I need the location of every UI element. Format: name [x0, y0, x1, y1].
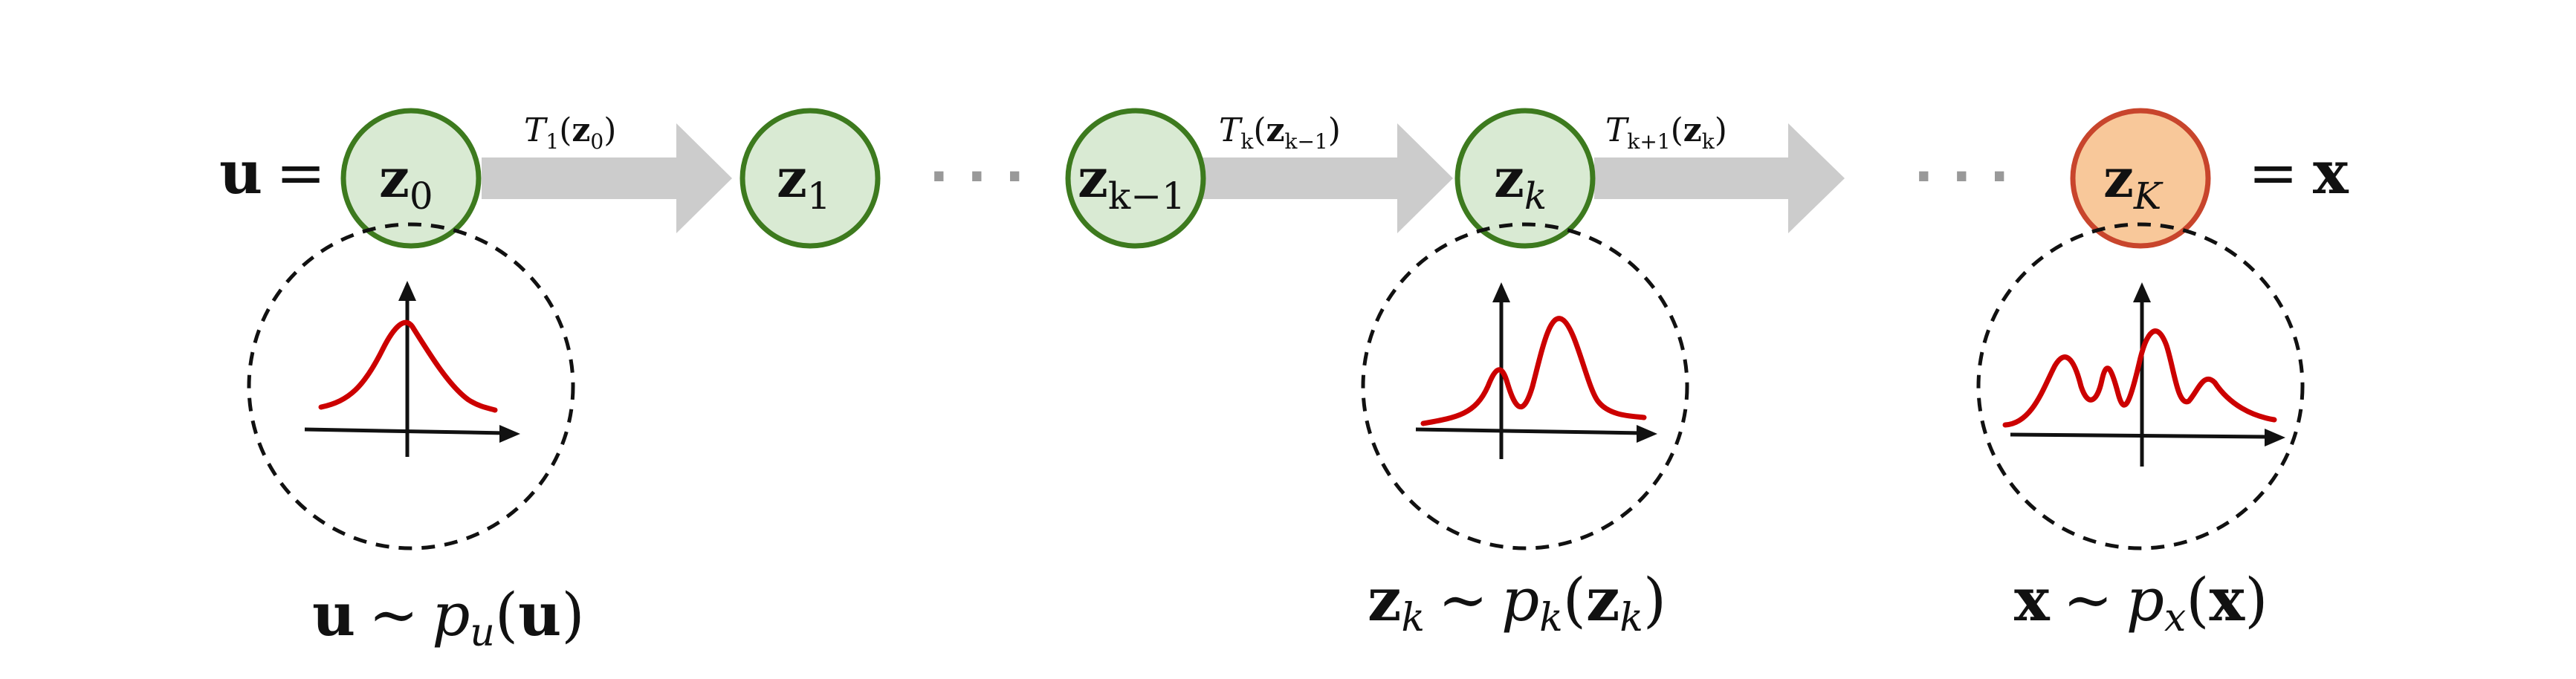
node-zk: zk: [1454, 108, 1596, 249]
distribution-label-x: x ∼ px(x): [2014, 565, 2268, 640]
axes-x: [2010, 282, 2285, 467]
transform-label-t1: T1(z0): [524, 111, 616, 154]
ellipsis-2: · · ·: [1914, 146, 2010, 207]
axes-zk: [1415, 282, 1657, 459]
node-circle-final: [2070, 108, 2211, 249]
transform-label-tk1: Tk+1(zk): [1605, 111, 1727, 154]
arrow-tk: [1203, 123, 1453, 233]
distribution-label-zk: zk ∼ pk(zk): [1368, 565, 1666, 640]
density-circle-zk: [1361, 222, 1689, 550]
node-zk-minus-1: zk−1: [1065, 108, 1206, 249]
node-label: z0: [379, 146, 433, 218]
node-circle: [1454, 108, 1596, 249]
node-label: z1: [777, 146, 831, 218]
node-circle: [340, 108, 482, 249]
arrow-t1: [482, 123, 732, 233]
density-circle-x: [1976, 222, 2305, 550]
left-equation: u =: [219, 137, 326, 207]
node-circle: [1065, 108, 1206, 249]
ellipsis-1: · · ·: [929, 146, 1025, 207]
node-label: zk−1: [1078, 146, 1185, 218]
node-z0: z0: [340, 108, 482, 249]
arrow-tk1: [1594, 123, 1845, 233]
transform-label-tk: Tk(zk−1): [1219, 111, 1341, 154]
density-circle-u: [247, 222, 575, 550]
density-curve-x: [2002, 328, 2277, 428]
density-curve-zk: [1420, 316, 1647, 426]
node-circle: [740, 108, 881, 249]
distribution-label-u: u ∼ pu(u): [312, 579, 585, 655]
node-label: zk: [1494, 146, 1547, 218]
axes-u: [304, 281, 520, 457]
node-zK: zK: [2070, 108, 2211, 249]
node-label: zK: [2103, 146, 2164, 218]
node-z1: z1: [740, 108, 881, 249]
right-equation: = x: [2248, 137, 2349, 207]
density-curve-u: [318, 319, 498, 413]
